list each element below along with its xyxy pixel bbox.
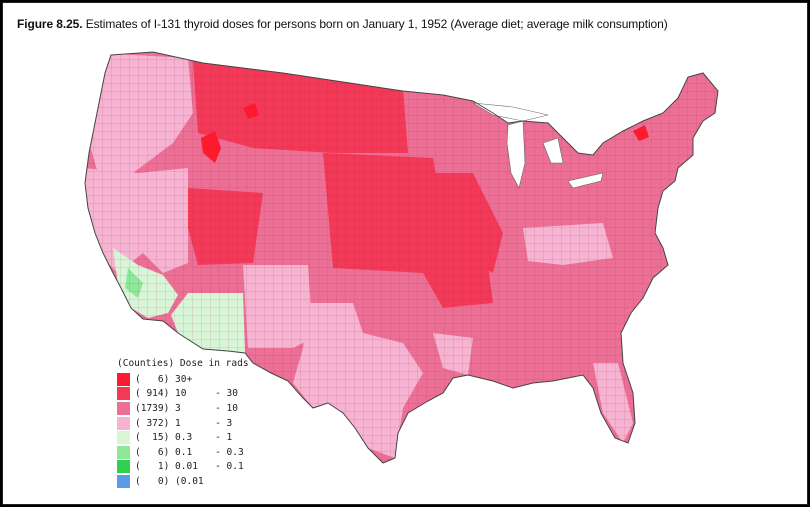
legend-entry: ( 15) 0.3 - 1 bbox=[117, 430, 249, 445]
legend-entry: ( 0) (0.01 bbox=[117, 474, 249, 489]
map-legend: (Counties) Dose in rads ( 6) 30+ ( 914) 1… bbox=[117, 358, 249, 489]
figure-caption: Figure 8.25. Estimates of I-131 thyroid … bbox=[17, 17, 668, 31]
legend-title: (Counties) Dose in rads bbox=[117, 358, 249, 369]
legend-swatch bbox=[117, 372, 130, 386]
legend-swatch bbox=[117, 416, 130, 430]
legend-label: ( 0) (0.01 bbox=[135, 475, 204, 487]
figure-caption-text: Estimates of I-131 thyroid doses for per… bbox=[82, 17, 668, 31]
legend-swatch bbox=[117, 474, 130, 488]
legend-entry: ( 6) 30+ bbox=[117, 372, 249, 387]
legend-label: ( 6) 30+ bbox=[135, 373, 193, 385]
lake-superior bbox=[472, 102, 549, 122]
us-county-dose-map bbox=[84, 51, 719, 464]
legend-swatch bbox=[117, 445, 130, 459]
legend-entry: (1739) 3 - 10 bbox=[117, 401, 249, 416]
legend-label: (1739) 3 - 10 bbox=[135, 402, 238, 414]
legend-label: ( 1) 0.01 - 0.1 bbox=[135, 461, 244, 473]
legend-entry: ( 372) 1 - 3 bbox=[117, 416, 249, 431]
legend-entry: ( 1) 0.01 - 0.1 bbox=[117, 460, 249, 475]
figure-label: Figure 8.25. bbox=[17, 17, 83, 31]
legend-label: ( 914) 10 - 30 bbox=[135, 388, 238, 400]
legend-swatch bbox=[117, 460, 130, 474]
legend-swatch bbox=[117, 431, 130, 445]
legend-entry: ( 914) 10 - 30 bbox=[117, 387, 249, 402]
legend-label: ( 6) 0.1 - 0.3 bbox=[135, 446, 244, 458]
legend-label: ( 15) 0.3 - 1 bbox=[135, 432, 233, 444]
lake-huron bbox=[542, 137, 564, 164]
legend-swatch bbox=[117, 401, 130, 415]
legend-entry: ( 6) 0.1 - 0.3 bbox=[117, 445, 249, 460]
legend-swatch bbox=[117, 387, 130, 401]
legend-label: ( 372) 1 - 3 bbox=[135, 417, 233, 429]
lake-erie bbox=[567, 172, 604, 189]
